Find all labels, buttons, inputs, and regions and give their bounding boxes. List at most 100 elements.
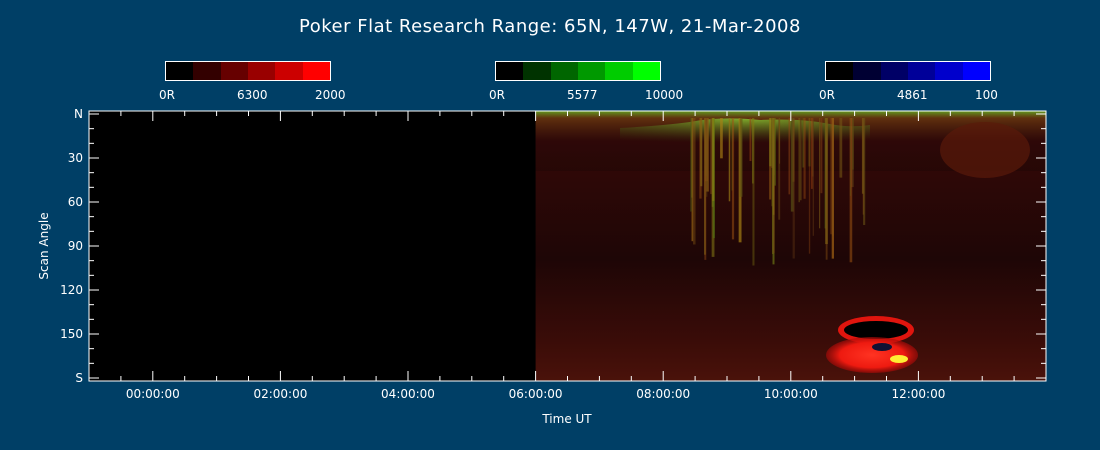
swatch — [605, 62, 633, 80]
aurora-ray — [704, 118, 706, 255]
colorbar-max-label: 100 — [975, 88, 998, 102]
yellow-spot — [890, 355, 908, 363]
x-tick-label: 10:00:00 — [764, 387, 818, 401]
swatch — [193, 62, 221, 80]
swatch — [962, 62, 990, 80]
hot-blob — [826, 337, 918, 373]
red-blob-core — [844, 321, 908, 339]
aurora-ray — [706, 118, 708, 197]
aurora-ray — [863, 118, 866, 226]
aurora-ray — [693, 118, 696, 245]
y-tick-label: 60 — [68, 195, 83, 209]
aurora-ray — [749, 118, 752, 162]
aurora-ray — [769, 118, 772, 167]
colorbar-max-label: 10000 — [645, 88, 684, 102]
aurora-ray — [819, 118, 821, 229]
red-patch — [940, 122, 1030, 178]
aurora-ray — [808, 118, 811, 254]
aurora-ray — [731, 118, 735, 240]
swatch — [275, 62, 303, 80]
colorbar-4861: 0R 4861 100 — [819, 61, 998, 102]
aurora-ray — [830, 118, 832, 235]
swatch — [302, 62, 330, 80]
swatch — [935, 62, 963, 80]
aurora-ray — [826, 118, 828, 166]
colorbar-6300: 0R 6300 2000 — [159, 61, 346, 102]
data-image — [535, 111, 1046, 381]
aurora-ray — [852, 118, 854, 170]
colorbar-mid-label: 5577 — [567, 88, 598, 102]
aurora-ray — [690, 118, 693, 212]
green-arc — [620, 118, 870, 144]
colorbar-5577-swatches — [495, 61, 661, 81]
colorbar-6300-swatches — [165, 61, 331, 81]
x-tick-label: 12:00:00 — [891, 387, 945, 401]
aurora-ray — [812, 118, 814, 236]
aurora-ray — [832, 118, 834, 236]
aurora-ray — [849, 118, 851, 196]
aurora-ray — [752, 118, 755, 266]
colorbar-max-label: 2000 — [315, 88, 346, 102]
aurora-ray — [772, 118, 775, 254]
swatch — [907, 62, 936, 80]
aurora-ray — [849, 118, 853, 263]
aurora-ray — [772, 118, 775, 215]
swatch — [577, 62, 606, 80]
aurora-ray — [825, 118, 828, 245]
swatch — [826, 62, 854, 80]
colorbar-min-label: 0R — [489, 88, 505, 102]
colorbar-min-label: 0R — [819, 88, 835, 102]
aurora-ray — [790, 118, 794, 212]
y-axis-label: Scan Angle — [37, 212, 51, 279]
aurora-ray — [839, 118, 843, 178]
swatch — [880, 62, 908, 80]
aurora-ray — [710, 118, 712, 195]
aurora-ray — [704, 118, 707, 260]
aurora-ray — [778, 118, 781, 164]
colorbar-min-label: 0R — [159, 88, 175, 102]
x-axis-label: Time UT — [541, 412, 592, 426]
aurora-ray — [802, 118, 805, 168]
colorbar-4861-swatches — [825, 61, 991, 81]
aurora-ray — [691, 118, 694, 242]
y-tick-label: 30 — [68, 151, 83, 165]
x-tick-label: 06:00:00 — [509, 387, 563, 401]
aurora-ray — [792, 118, 795, 182]
x-tick-label: 08:00:00 — [636, 387, 690, 401]
x-tick-label: 00:00:00 — [126, 387, 180, 401]
swatch — [853, 62, 881, 80]
swatch — [632, 62, 660, 80]
aurora-ray — [778, 118, 781, 220]
aurora-ray — [811, 118, 814, 177]
aurora-ray — [728, 118, 731, 202]
axis-ticks: 00:00:00 02:00:00 04:00:00 06:00:00 08:00:00… — [60, 107, 1046, 401]
aurora-ray — [773, 118, 776, 186]
dark-spot — [872, 343, 892, 351]
swatch — [523, 62, 551, 80]
colorbar-5577: 0R 5577 10000 — [489, 61, 683, 102]
aurora-ray — [810, 118, 813, 189]
swatch — [220, 62, 248, 80]
aurora-ray — [705, 118, 709, 192]
aurora-ray — [752, 118, 754, 184]
aurora-ray — [739, 118, 743, 197]
aurora-ray — [803, 118, 806, 199]
swatch — [247, 62, 276, 80]
aurora-ray — [798, 118, 800, 203]
swatch — [550, 62, 578, 80]
y-tick-label: N — [74, 107, 83, 121]
aurora-ray — [825, 118, 828, 260]
aurora-ray — [788, 118, 791, 195]
aurora-ray — [808, 118, 811, 167]
y-tick-label: 120 — [60, 283, 83, 297]
swatch — [496, 62, 524, 80]
x-tick-label: 04:00:00 — [381, 387, 435, 401]
swatch — [166, 62, 194, 80]
aurora-ray — [720, 118, 723, 159]
chart-title: Poker Flat Research Range: 65N, 147W, 21… — [299, 16, 801, 37]
x-tick-label: 02:00:00 — [253, 387, 307, 401]
aurora-ray — [851, 118, 854, 188]
aurora-ray — [700, 118, 703, 187]
y-tick-label: S — [75, 371, 83, 385]
